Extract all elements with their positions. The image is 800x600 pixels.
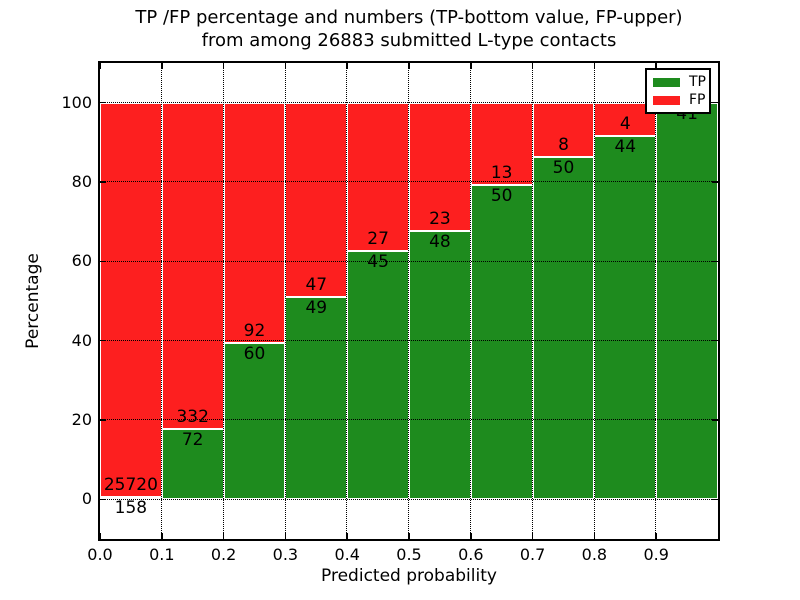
x-tickmark	[99, 533, 101, 539]
x-gridline	[222, 63, 224, 539]
y-tick-label: 40	[71, 330, 92, 350]
x-tickmark	[408, 63, 410, 69]
tp-count-label: 50	[552, 158, 575, 179]
y-tickmark	[100, 181, 106, 183]
y-tickmark	[712, 419, 718, 421]
tp-count-label: 72	[181, 429, 204, 450]
tp-bar-segment	[532, 157, 595, 500]
x-tickmark	[346, 533, 348, 539]
fp-count-label: 27	[367, 229, 389, 250]
fp-legend-swatch	[653, 95, 680, 105]
fp-count-label: 92	[243, 320, 266, 341]
fp-count-label: 23	[429, 209, 451, 230]
x-gridline	[284, 63, 286, 539]
chart-title-line2: from among 26883 submitted L-type contac…	[201, 30, 617, 51]
chart-title-line1: TP /FP percentage and numbers (TP-bottom…	[135, 7, 683, 28]
y-tickmark	[100, 260, 106, 263]
x-tickmark	[531, 533, 534, 539]
tp-bar-segment	[347, 251, 409, 500]
y-tickmark	[100, 101, 106, 104]
tp-count-label: 50	[490, 185, 513, 206]
chart-legend: TP FP	[645, 68, 711, 114]
y-tickmark	[712, 498, 718, 501]
x-gridline	[655, 63, 657, 539]
x-gridline	[470, 63, 472, 539]
fp-count-label: 47	[305, 274, 328, 295]
y-tick-label: 80	[71, 172, 92, 191]
x-tick-label: 0.4	[334, 545, 360, 564]
x-tickmark	[99, 63, 101, 69]
tp-count-label: 45	[367, 252, 389, 273]
fp-count-label: 25720	[103, 474, 158, 495]
x-tick-label: 0.5	[396, 545, 422, 564]
y-tick-label: 100	[61, 92, 92, 112]
x-tickmark	[222, 63, 225, 69]
fp-bar-segment	[161, 102, 224, 429]
tp-count-label: 48	[429, 232, 451, 253]
x-gridline	[593, 63, 595, 539]
x-tick-label: 0.8	[581, 545, 608, 564]
x-tickmark	[222, 533, 225, 539]
tp-count-label: 60	[243, 343, 266, 364]
y-tickmark	[712, 260, 718, 263]
x-tick-label: 0.3	[272, 545, 299, 564]
x-tickmark	[161, 63, 163, 69]
tp-count-label: 49	[305, 297, 328, 318]
y-tickmark	[712, 101, 718, 104]
x-tick-label: 0.6	[458, 545, 484, 564]
x-gridline	[161, 63, 163, 539]
x-tickmark	[470, 63, 472, 69]
x-tick-label: 0.2	[210, 545, 237, 564]
legend-entry-label: FP	[689, 92, 706, 108]
x-gridline	[408, 63, 410, 539]
fp-count-label: 4	[619, 113, 631, 134]
x-gridline	[346, 63, 348, 539]
y-tickmark	[100, 498, 106, 501]
y-tickmark	[712, 181, 718, 183]
x-tickmark	[655, 63, 657, 69]
fp-bar-segment	[470, 102, 533, 185]
y-tick-label: 20	[71, 410, 92, 429]
x-tickmark	[284, 63, 287, 69]
tp-bar-segment	[656, 102, 718, 500]
y-tickmark	[100, 419, 106, 421]
tp-legend-swatch	[653, 77, 680, 87]
x-tickmark	[655, 533, 657, 539]
tp-bar-segment	[409, 231, 471, 500]
y-tick-label: 0	[81, 489, 92, 509]
tp-count-label: 158	[114, 497, 148, 518]
x-tick-label: 0.7	[519, 545, 546, 564]
x-tickmark	[593, 533, 596, 539]
fp-count-label: 332	[176, 406, 209, 427]
tp-count-label: 44	[614, 136, 637, 157]
y-tick-label: 60	[71, 251, 92, 271]
plot-area: TP FP 25720 158 332 72 92 60 47 49 27 45 23 48 13 50 8 5…	[99, 63, 718, 539]
fp-count-label: 8	[558, 135, 569, 156]
x-tickmark	[408, 533, 410, 539]
fp-bar-segment	[347, 102, 409, 252]
x-tick-label: 0.0	[87, 545, 113, 564]
legend-entry-label: TP	[689, 74, 706, 90]
fp-bar-segment	[285, 102, 348, 297]
x-axis-label: Predicted probability	[321, 566, 497, 586]
legend-entry: FP	[653, 92, 706, 108]
x-tickmark	[470, 533, 472, 539]
tp-bar-segment	[161, 428, 224, 500]
legend-entry: TP	[653, 74, 706, 90]
x-tickmark	[531, 63, 534, 69]
x-tickmark	[161, 533, 163, 539]
tp-bar-segment	[594, 135, 657, 500]
x-tick-label: 0.9	[643, 545, 669, 564]
tp-bar-segment	[470, 184, 533, 500]
x-gridline	[531, 63, 533, 539]
x-tickmark	[284, 533, 287, 539]
x-tickmark	[346, 63, 348, 69]
x-tick-label: 0.1	[149, 545, 175, 564]
x-tickmark	[593, 63, 596, 69]
fp-count-label: 13	[490, 162, 513, 183]
y-tickmark	[712, 339, 718, 342]
y-tickmark	[100, 339, 106, 342]
